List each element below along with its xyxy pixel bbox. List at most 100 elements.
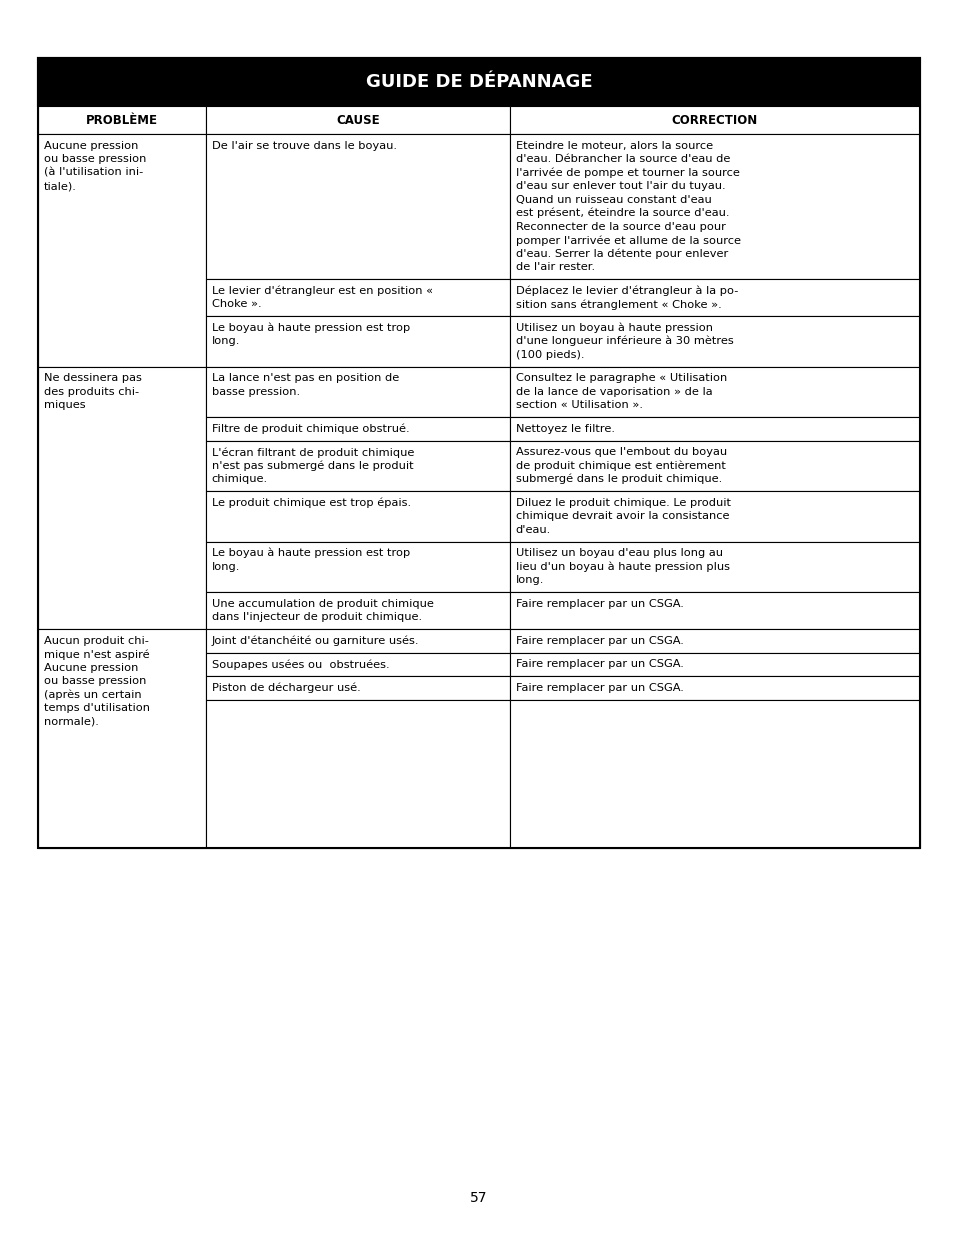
Text: d'eau sur enlever tout l'air du tuyau.: d'eau sur enlever tout l'air du tuyau. (516, 182, 724, 191)
Text: l'arrivée de pompe et tourner la source: l'arrivée de pompe et tourner la source (516, 168, 739, 178)
Bar (205, 441, 509, 492)
Text: chimique devrait avoir la consistance: chimique devrait avoir la consistance (516, 511, 729, 521)
Text: sition sans étranglement « Choke ».: sition sans étranglement « Choke ». (516, 299, 720, 310)
Text: miques: miques (44, 400, 86, 410)
Text: temps d'utilisation: temps d'utilisation (44, 703, 150, 714)
Text: Faire remplacer par un CSGA.: Faire remplacer par un CSGA. (516, 659, 683, 669)
Text: Aucune pression: Aucune pression (44, 141, 138, 151)
Text: chimique.: chimique. (212, 474, 268, 484)
Text: ou basse pression: ou basse pression (44, 677, 146, 687)
Bar (205, 316, 509, 367)
Text: De l'air se trouve dans le boyau.: De l'air se trouve dans le boyau. (212, 141, 396, 151)
Text: Piston de déchargeur usé.: Piston de déchargeur usé. (212, 683, 360, 693)
Text: d'eau. Débrancher la source d'eau de: d'eau. Débrancher la source d'eau de (516, 154, 729, 164)
Text: Choke ».: Choke ». (212, 299, 261, 309)
Text: (100 pieds).: (100 pieds). (516, 350, 584, 359)
Text: Ne dessinera pas: Ne dessinera pas (44, 373, 142, 383)
Text: Soupapes usées ou  obstruées.: Soupapes usées ou obstruées. (212, 659, 389, 669)
Bar (38, 135, 205, 367)
Bar (205, 417, 509, 441)
Bar (509, 676, 919, 699)
Bar (205, 492, 509, 541)
Bar (205, 592, 509, 629)
Text: Consultez le paragraphe « Utilisation: Consultez le paragraphe « Utilisation (516, 373, 726, 383)
Text: pomper l'arrivée et allume de la source: pomper l'arrivée et allume de la source (516, 235, 740, 246)
Bar (509, 592, 919, 629)
Bar (509, 279, 919, 316)
Text: des produits chi-: des produits chi- (44, 387, 139, 396)
Text: Faire remplacer par un CSGA.: Faire remplacer par un CSGA. (516, 636, 683, 646)
Bar (205, 652, 509, 676)
Text: Faire remplacer par un CSGA.: Faire remplacer par un CSGA. (516, 683, 683, 693)
Text: d'eau.: d'eau. (516, 525, 551, 535)
Text: d'une longueur inférieure à 30 mètres: d'une longueur inférieure à 30 mètres (516, 336, 733, 347)
Bar (205, 279, 509, 316)
Text: ou basse pression: ou basse pression (44, 154, 146, 164)
Bar (509, 652, 919, 676)
Text: Eteindre le moteur, alors la source: Eteindre le moteur, alors la source (516, 141, 712, 151)
Text: Le levier d'étrangleur est en position «: Le levier d'étrangleur est en position « (212, 285, 433, 296)
Text: long.: long. (516, 576, 543, 585)
Text: Utilisez un boyau d'eau plus long au: Utilisez un boyau d'eau plus long au (516, 548, 722, 558)
Bar (509, 316, 919, 367)
Text: Diluez le produit chimique. Le produit: Diluez le produit chimique. Le produit (516, 498, 730, 508)
Text: Le boyau à haute pression est trop: Le boyau à haute pression est trop (212, 548, 410, 558)
Text: Reconnecter de la source d'eau pour: Reconnecter de la source d'eau pour (516, 222, 725, 232)
Bar (509, 417, 919, 441)
Text: Aucune pression: Aucune pression (44, 663, 138, 673)
Bar (38, 106, 205, 135)
Text: L'écran filtrant de produit chimique: L'écran filtrant de produit chimique (212, 447, 414, 457)
Text: (après un certain: (après un certain (44, 689, 141, 700)
Bar (205, 676, 509, 699)
Text: de produit chimique est entièrement: de produit chimique est entièrement (516, 461, 725, 471)
Bar (509, 492, 919, 541)
Text: Assurez-vous que l'embout du boyau: Assurez-vous que l'embout du boyau (516, 447, 726, 457)
Text: Faire remplacer par un CSGA.: Faire remplacer par un CSGA. (516, 599, 683, 609)
Text: Aucun produit chi-: Aucun produit chi- (44, 636, 149, 646)
Text: Le boyau à haute pression est trop: Le boyau à haute pression est trop (212, 322, 410, 333)
Text: long.: long. (212, 336, 240, 346)
Text: CORRECTION: CORRECTION (671, 114, 758, 126)
Text: mique n'est aspiré: mique n'est aspiré (44, 650, 150, 659)
Text: basse pression.: basse pression. (212, 387, 299, 396)
Bar (205, 629, 509, 652)
Bar (205, 699, 509, 847)
Text: submergé dans le produit chimique.: submergé dans le produit chimique. (516, 474, 721, 484)
Text: 57: 57 (470, 1191, 487, 1205)
Text: Joint d'étanchéité ou garniture usés.: Joint d'étanchéité ou garniture usés. (212, 636, 418, 646)
Bar (205, 106, 509, 135)
Bar (509, 699, 919, 847)
Text: Quand un ruisseau constant d'eau: Quand un ruisseau constant d'eau (516, 195, 711, 205)
Bar (509, 629, 919, 652)
Text: d'eau. Serrer la détente pour enlever: d'eau. Serrer la détente pour enlever (516, 248, 727, 259)
Text: n'est pas submergé dans le produit: n'est pas submergé dans le produit (212, 461, 413, 471)
Bar (509, 367, 919, 417)
Bar (38, 629, 205, 847)
Bar (509, 541, 919, 592)
Text: GUIDE DE DÉPANNAGE: GUIDE DE DÉPANNAGE (365, 73, 592, 91)
Bar (509, 441, 919, 492)
Text: de l'air rester.: de l'air rester. (516, 262, 595, 272)
Text: de la lance de vaporisation » de la: de la lance de vaporisation » de la (516, 387, 712, 396)
Text: tiale).: tiale). (44, 182, 77, 191)
Text: lieu d'un boyau à haute pression plus: lieu d'un boyau à haute pression plus (516, 562, 729, 572)
Text: La lance n'est pas en position de: La lance n'est pas en position de (212, 373, 398, 383)
Text: CAUSE: CAUSE (335, 114, 379, 126)
Text: dans l'injecteur de produit chimique.: dans l'injecteur de produit chimique. (212, 613, 421, 622)
Bar (38, 367, 205, 629)
Text: Filtre de produit chimique obstrué.: Filtre de produit chimique obstrué. (212, 424, 409, 433)
Bar (205, 367, 509, 417)
Bar (509, 135, 919, 279)
Text: est présent, éteindre la source d'eau.: est présent, éteindre la source d'eau. (516, 207, 729, 219)
Bar (509, 106, 919, 135)
Text: (à l'utilisation ini-: (à l'utilisation ini- (44, 168, 143, 178)
Bar (38, 58, 919, 847)
Text: normale).: normale). (44, 716, 99, 726)
Text: Nettoyez le filtre.: Nettoyez le filtre. (516, 424, 615, 433)
Bar (205, 135, 509, 279)
Text: Une accumulation de produit chimique: Une accumulation de produit chimique (212, 599, 433, 609)
Bar (38, 58, 919, 106)
Text: PROBLÈME: PROBLÈME (86, 114, 157, 126)
Text: long.: long. (212, 562, 240, 572)
Bar (205, 541, 509, 592)
